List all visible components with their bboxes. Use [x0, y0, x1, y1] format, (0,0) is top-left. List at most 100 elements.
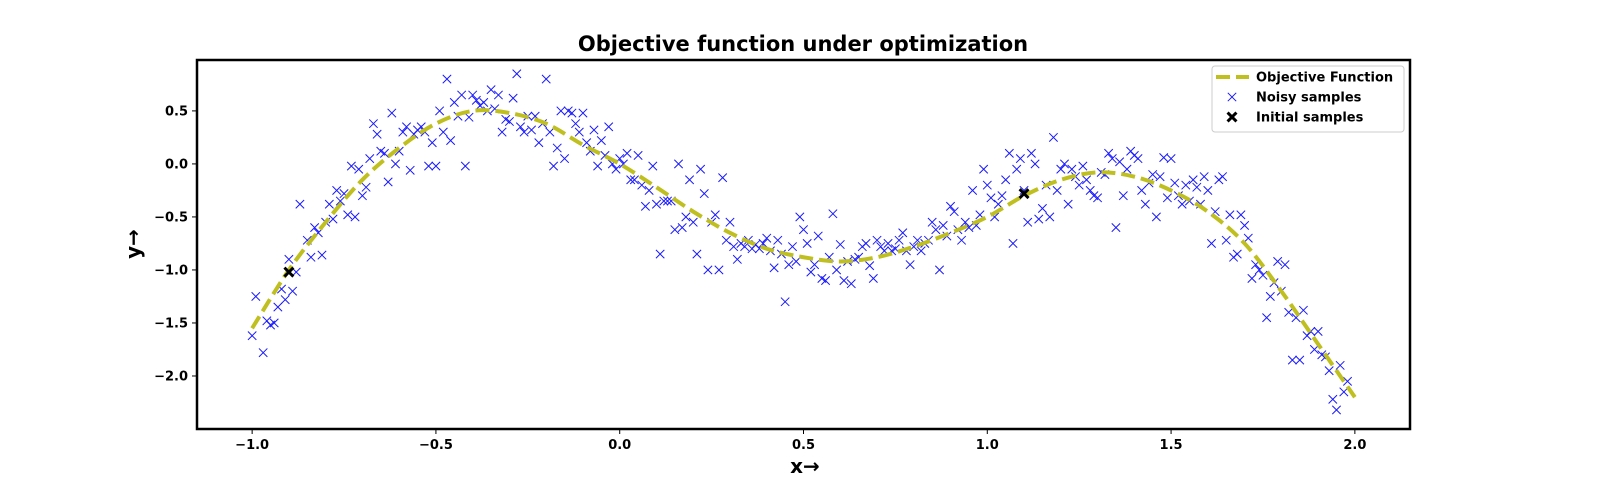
noisy-sample-point: [258, 348, 268, 358]
noisy-sample-point: [1324, 366, 1334, 376]
noisy-sample-point: [288, 286, 298, 296]
noisy-sample-point: [1188, 175, 1198, 185]
noisy-sample-point: [762, 233, 772, 243]
noisy-sample-point: [1081, 175, 1092, 185]
noisy-sample-point: [1280, 260, 1290, 270]
y-axis-label: y→: [121, 229, 145, 259]
noisy-sample-point: [798, 225, 809, 235]
noisy-sample-point: [574, 127, 584, 137]
noisy-sample-point: [861, 238, 871, 248]
noisy-sample-point: [350, 212, 360, 222]
noisy-sample-point: [526, 125, 537, 135]
noisy-sample-point: [934, 265, 945, 275]
noisy-sample-point: [1177, 199, 1187, 209]
noisy-sample-point: [1004, 148, 1014, 158]
x-tick-label: −0.5: [419, 438, 453, 453]
noisy-sample-point: [479, 97, 489, 107]
noisy-sample-point: [269, 318, 279, 328]
noisy-sample-point: [872, 235, 882, 245]
noisy-sample-point: [424, 161, 434, 171]
noisy-sample-point: [335, 196, 345, 206]
noisy-sample-point: [1331, 405, 1342, 415]
noisy-sample-point: [1001, 175, 1011, 185]
noisy-sample-point: [497, 127, 507, 137]
noisy-sample-point: [390, 159, 401, 169]
noisy-sample-point: [460, 161, 470, 171]
noisy-sample-point: [710, 210, 720, 220]
noisy-sample-point: [1078, 161, 1088, 171]
noisy-sample-point: [310, 222, 320, 233]
noisy-sample-point: [1339, 387, 1349, 397]
noisy-sample-point: [438, 127, 448, 137]
noisy-sample-point: [1342, 376, 1353, 386]
noisy-sample-point: [791, 256, 801, 267]
noisy-sample-point: [1199, 172, 1209, 182]
noisy-sample-point: [578, 108, 588, 118]
noisy-sample-point: [471, 95, 481, 105]
noisy-sample-point: [802, 238, 812, 248]
noisy-sample-point: [611, 164, 621, 174]
noisy-sample-point: [343, 210, 353, 220]
noisy-sample-point: [714, 265, 724, 275]
noisy-sample-point: [405, 165, 415, 175]
noisy-sample-point: [960, 217, 970, 227]
noisy-sample-point: [401, 122, 412, 132]
noisy-sample-point: [927, 217, 937, 227]
noisy-sample-point: [589, 125, 599, 135]
y-tick-label: −2.0: [154, 369, 188, 384]
noisy-sample-point: [1104, 148, 1114, 158]
y-tick-label: −1.5: [154, 316, 188, 331]
noisy-sample-point: [1067, 164, 1077, 174]
noisy-sample-point: [247, 331, 257, 341]
objective-function-line: [250, 108, 1357, 399]
y-tick-label: −0.5: [154, 210, 188, 225]
noisy-sample-point: [1236, 210, 1246, 220]
x-tick-label: 1.0: [976, 438, 999, 453]
noisy-sample-point: [982, 180, 992, 190]
noisy-sample-point: [1181, 180, 1191, 190]
noisy-sample-point: [508, 93, 518, 103]
noisy-sample-point: [435, 106, 445, 116]
noisy-sample-point: [1074, 180, 1084, 190]
noisy-sample-point: [1232, 249, 1242, 259]
noisy-sample-point: [780, 297, 790, 307]
noisy-sample-point: [1240, 220, 1250, 230]
noisy-sample-point: [328, 214, 338, 224]
noisy-sample-point: [905, 260, 915, 270]
noisy-sample-point: [541, 74, 551, 84]
noisy-sample-point: [821, 275, 831, 286]
noisy-sample-point: [644, 185, 654, 195]
noisy-sample-point: [582, 138, 592, 148]
noisy-sample-point: [556, 106, 566, 116]
noisy-sample-point: [957, 235, 967, 245]
noisy-sample-point: [317, 250, 327, 260]
noisy-sample-point: [718, 173, 728, 183]
noisy-sample-point: [464, 112, 474, 122]
noisy-sample-point: [997, 191, 1007, 201]
noisy-sample-point: [688, 217, 698, 227]
noisy-sample-point: [868, 273, 878, 283]
noisy-sample-point: [828, 209, 838, 219]
noisy-sample-point: [280, 295, 290, 305]
noisy-sample-point: [446, 136, 456, 146]
noisy-sample-point: [295, 199, 305, 209]
noisy-sample-point: [1052, 185, 1062, 195]
noisy-sample-point: [324, 199, 334, 209]
noisy-sample-point: [1093, 193, 1103, 203]
legend: Objective Function Noisy samples Initial s…: [1211, 65, 1405, 133]
noisy-sample-point: [1008, 238, 1018, 248]
noisy-sample-point: [379, 148, 390, 158]
noisy-sample-point: [681, 212, 691, 222]
noisy-sample-point: [758, 238, 768, 248]
noisy-sample-point: [894, 235, 904, 245]
noisy-sample-point: [725, 217, 735, 227]
noisy-sample-point: [1247, 273, 1257, 283]
x-tick-label: −1.0: [235, 438, 269, 453]
noisy-sample-point: [659, 196, 669, 206]
noisy-sample-point: [346, 161, 356, 171]
noisy-sample-point: [1162, 193, 1172, 203]
noisy-sample-point: [368, 119, 378, 129]
noisy-sample-point: [784, 260, 794, 270]
noisy-sample-point: [1206, 238, 1217, 248]
